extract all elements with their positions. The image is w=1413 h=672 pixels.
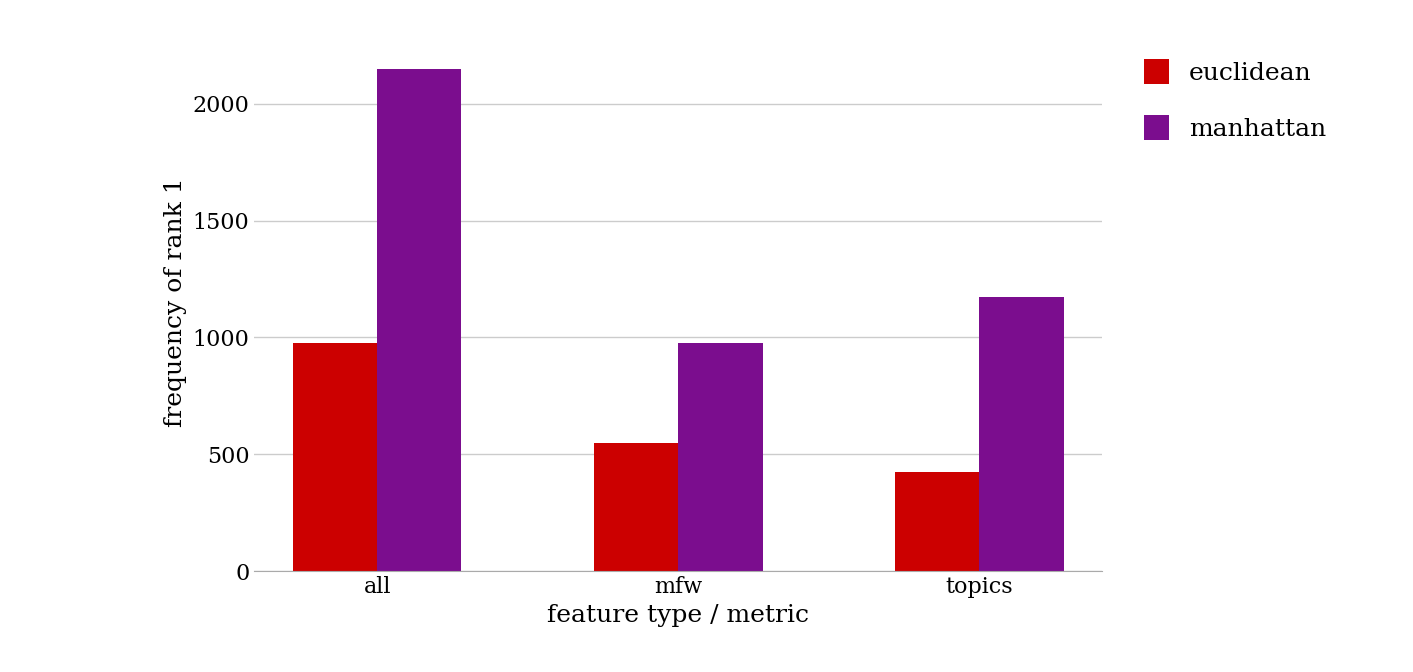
Legend: euclidean, manhattan: euclidean, manhattan bbox=[1132, 46, 1340, 154]
Bar bbox=[894, 472, 979, 571]
Bar bbox=[979, 296, 1064, 571]
X-axis label: feature type / metric: feature type / metric bbox=[547, 603, 810, 626]
Y-axis label: frequency of rank 1: frequency of rank 1 bbox=[164, 177, 187, 427]
Bar bbox=[292, 343, 377, 571]
Bar bbox=[593, 443, 678, 571]
Bar bbox=[678, 343, 763, 571]
Bar bbox=[377, 69, 462, 571]
